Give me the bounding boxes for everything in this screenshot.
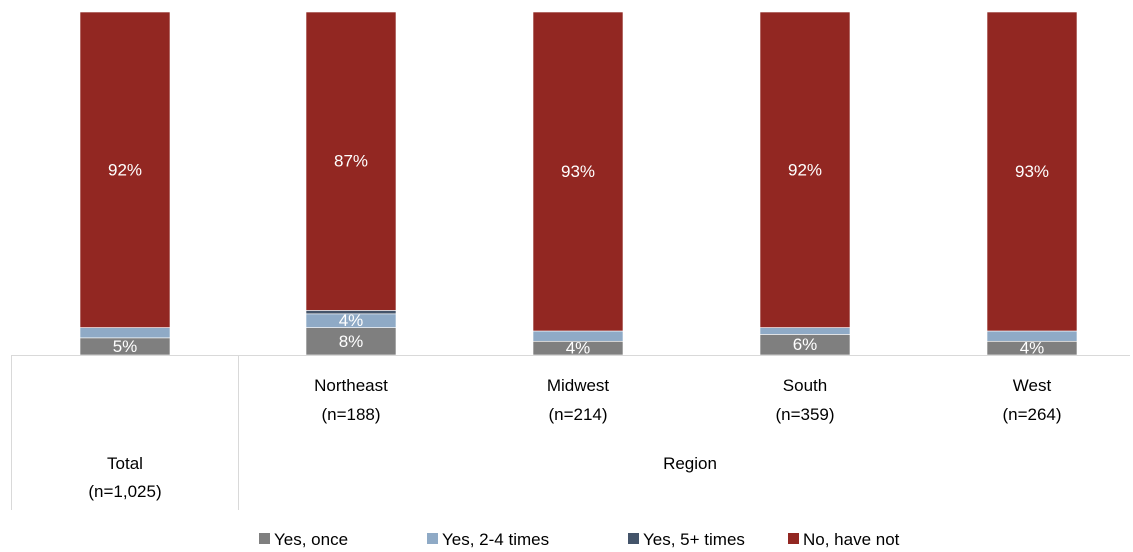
legend-swatch-4 bbox=[788, 533, 799, 544]
bar-segment-4-2 bbox=[760, 328, 850, 335]
category-label-2: Northeast bbox=[314, 376, 388, 395]
data-label-2-4: 87% bbox=[334, 152, 368, 171]
category-labels-layer: Northeast (n=188) Midwest (n=214) South (n=35… bbox=[314, 376, 1061, 424]
legend-label-1: Yes, once bbox=[274, 530, 348, 549]
group-sample-size-total: (n=1,025) bbox=[88, 482, 161, 501]
data-label-4-1: 6% bbox=[793, 335, 818, 354]
data-label-3-1: 4% bbox=[566, 339, 591, 358]
category-label-5: West bbox=[1013, 376, 1052, 395]
data-label-5-4: 93% bbox=[1015, 162, 1049, 181]
legend-swatch-1 bbox=[259, 533, 270, 544]
legend: Yes, once Yes, 2-4 times Yes, 5+ times No, … bbox=[259, 530, 900, 549]
data-label-2-2: 4% bbox=[339, 311, 364, 330]
category-sample-size-3: (n=214) bbox=[548, 405, 607, 424]
category-label-3: Midwest bbox=[547, 376, 610, 395]
legend-label-4: No, have not bbox=[803, 530, 900, 549]
data-label-2-1: 8% bbox=[339, 332, 364, 351]
data-label-4-4: 92% bbox=[788, 160, 822, 179]
category-sample-size-5: (n=264) bbox=[1002, 405, 1061, 424]
legend-swatch-2 bbox=[427, 533, 438, 544]
legend-label-3: Yes, 5+ times bbox=[643, 530, 745, 549]
data-label-3-4: 93% bbox=[561, 162, 595, 181]
data-label-5-1: 4% bbox=[1020, 339, 1045, 358]
category-sample-size-4: (n=359) bbox=[775, 405, 834, 424]
category-sample-size-2: (n=188) bbox=[321, 405, 380, 424]
data-label-1-4: 92% bbox=[108, 160, 142, 179]
group-label-total: Total bbox=[107, 454, 143, 473]
bars-layer bbox=[80, 12, 1077, 355]
data-label-1-1: 5% bbox=[113, 337, 138, 356]
group-labels-layer: Total (n=1,025) Region bbox=[88, 454, 717, 501]
legend-swatch-3 bbox=[628, 533, 639, 544]
category-label-4: South bbox=[783, 376, 827, 395]
legend-label-2: Yes, 2-4 times bbox=[442, 530, 549, 549]
group-label-region: Region bbox=[663, 454, 717, 473]
